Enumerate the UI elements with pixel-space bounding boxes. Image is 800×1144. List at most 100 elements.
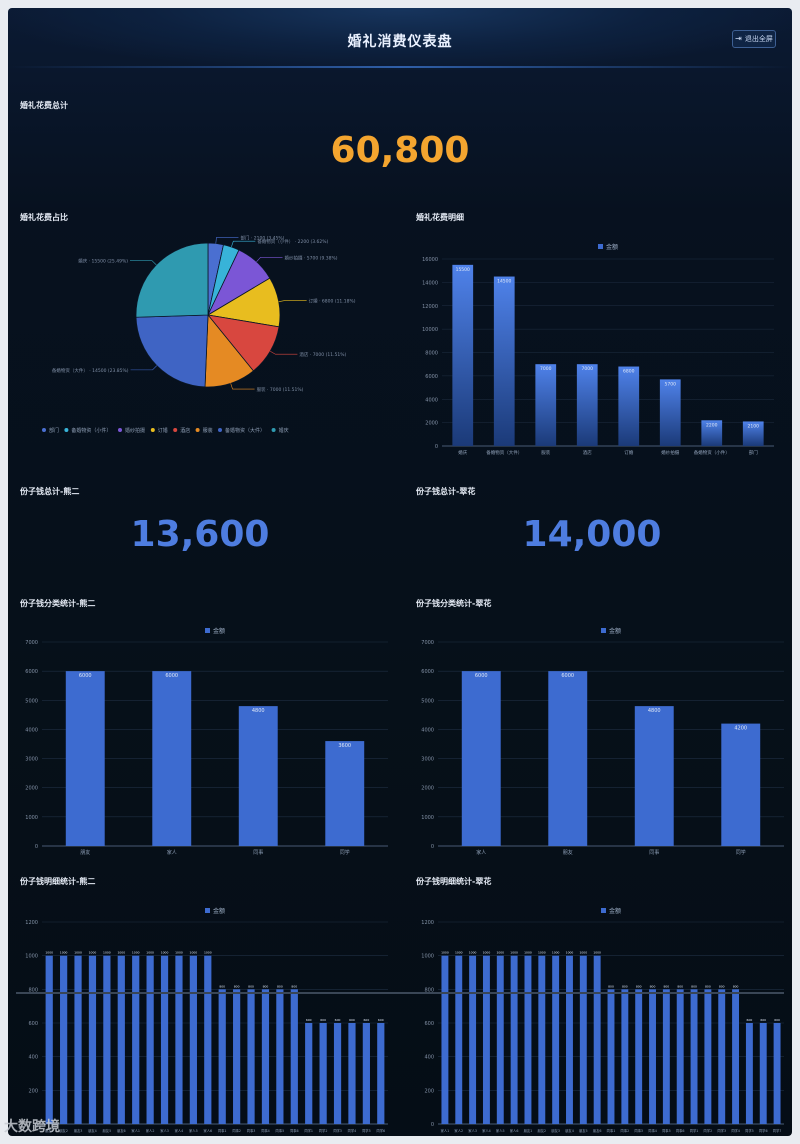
bar[interactable] (238, 706, 278, 846)
bar[interactable] (305, 1023, 313, 1124)
x-tick-label: 家人1 (441, 1128, 450, 1133)
bar[interactable] (721, 723, 761, 846)
bar[interactable] (732, 989, 740, 1124)
bar[interactable] (718, 989, 726, 1124)
bar[interactable] (566, 955, 573, 1124)
legend-item[interactable]: 酒店 (180, 427, 190, 434)
bar[interactable] (45, 955, 53, 1124)
bar[interactable] (233, 989, 241, 1124)
bar[interactable] (261, 989, 270, 1124)
bar[interactable] (676, 989, 684, 1124)
bar[interactable] (704, 989, 712, 1124)
bar[interactable] (662, 989, 670, 1124)
data-label: 1000 (146, 951, 154, 955)
exit-fullscreen-button[interactable]: ⇥ 退出全屏 (732, 30, 776, 48)
bar[interactable] (103, 955, 111, 1124)
legend[interactable]: 金额 (601, 907, 621, 915)
bar[interactable] (348, 1023, 356, 1124)
bar[interactable] (482, 955, 490, 1124)
bar[interactable] (742, 421, 764, 446)
bar[interactable] (65, 671, 105, 846)
bar[interactable] (160, 955, 169, 1124)
legend-item[interactable]: 部门 (49, 427, 59, 434)
bar[interactable] (773, 1023, 781, 1124)
bar[interactable] (152, 671, 192, 846)
data-label: 4800 (648, 708, 661, 714)
bar[interactable] (441, 955, 449, 1124)
y-tick-label: 4000 (25, 727, 38, 733)
pie-leader-line (270, 350, 298, 355)
bar[interactable] (759, 1023, 767, 1124)
bar[interactable] (493, 276, 515, 446)
legend-item[interactable]: 婚庆 (279, 427, 289, 434)
data-label: 6000 (561, 673, 574, 679)
legend-item[interactable]: 备婚物资（大件） (225, 427, 265, 434)
bar[interactable] (88, 955, 97, 1124)
y-tick-label: 800 (28, 987, 38, 993)
bar[interactable] (377, 1023, 385, 1124)
bar[interactable] (204, 955, 212, 1124)
legend[interactable]: 金额 (598, 243, 618, 251)
bar[interactable] (701, 420, 723, 446)
bar[interactable] (469, 955, 477, 1124)
bar[interactable] (362, 1023, 370, 1124)
bar[interactable] (659, 379, 681, 446)
bar[interactable] (218, 989, 226, 1124)
bar[interactable] (455, 955, 463, 1124)
legend[interactable]: 金额 (205, 907, 225, 915)
legend-item[interactable]: 婚纱拍摄 (125, 427, 145, 434)
bar[interactable] (535, 364, 557, 446)
bar[interactable] (538, 955, 546, 1124)
legend-label: 金额 (213, 907, 225, 915)
data-label: 600 (335, 1018, 341, 1022)
legend-item[interactable]: 服装 (203, 427, 213, 434)
bar[interactable] (290, 989, 298, 1124)
bar[interactable] (635, 989, 643, 1124)
legend-item[interactable]: 订婚 (158, 427, 168, 434)
legend[interactable]: 金额 (205, 627, 225, 635)
bar[interactable] (524, 955, 532, 1124)
bar[interactable] (548, 671, 588, 846)
data-label: 1000 (441, 951, 449, 955)
pie-slice[interactable] (135, 242, 209, 318)
bar[interactable] (621, 989, 629, 1124)
bar[interactable] (276, 989, 284, 1124)
bar[interactable] (175, 955, 183, 1124)
bar[interactable] (510, 955, 518, 1124)
bar[interactable] (579, 955, 587, 1124)
bar[interactable] (333, 1023, 342, 1124)
bar[interactable] (634, 706, 674, 846)
bar[interactable] (593, 955, 601, 1124)
bar[interactable] (649, 989, 656, 1124)
bar[interactable] (132, 955, 140, 1124)
y-tick-label: 0 (35, 1122, 38, 1128)
bar[interactable] (60, 955, 68, 1124)
pie-slice[interactable] (135, 314, 209, 388)
bar[interactable] (325, 741, 365, 846)
y-tick-label: 7000 (25, 640, 38, 646)
bar[interactable] (745, 1023, 753, 1124)
bar[interactable] (607, 989, 615, 1124)
bar[interactable] (576, 364, 598, 446)
data-label: 800 (705, 984, 711, 988)
bar[interactable] (552, 955, 560, 1124)
bar[interactable] (461, 671, 501, 846)
y-tick-label: 1000 (25, 954, 38, 960)
bar[interactable] (117, 955, 125, 1124)
y-tick-label: 1000 (421, 954, 434, 960)
bar[interactable] (146, 955, 154, 1124)
y-tick-label: 6000 (421, 669, 434, 675)
legend-item[interactable]: 备婚物资（小件） (71, 427, 111, 434)
bar[interactable] (74, 955, 82, 1124)
bar[interactable] (247, 989, 255, 1124)
legend-label: 金额 (213, 627, 225, 635)
bar[interactable] (618, 366, 640, 446)
legend[interactable]: 金额 (601, 627, 621, 635)
pie-leader-line (231, 240, 256, 247)
bar[interactable] (496, 955, 504, 1124)
bar[interactable] (452, 264, 474, 446)
bar[interactable] (319, 1023, 327, 1124)
bar[interactable] (690, 989, 698, 1124)
data-label: 600 (378, 1018, 384, 1022)
bar[interactable] (189, 955, 197, 1124)
